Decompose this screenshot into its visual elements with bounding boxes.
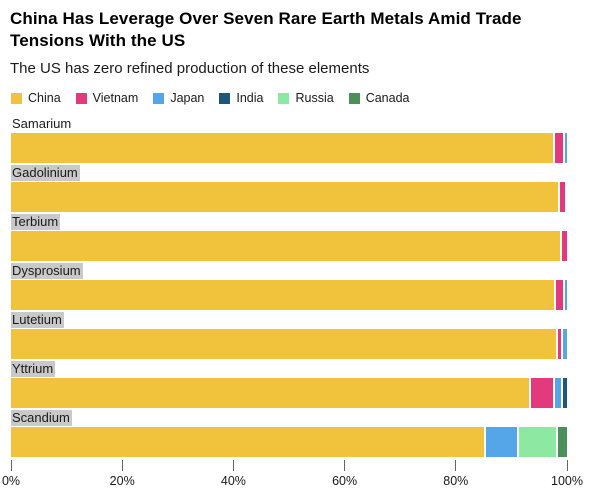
category-label: Samarium	[12, 116, 72, 131]
axis-tick-label: 60%	[332, 474, 358, 488]
bar-segment-japan	[483, 427, 517, 457]
legend-swatch-icon	[11, 92, 22, 104]
x-axis: 0% 20% 40% 60% 80% 100%	[2, 460, 583, 494]
stacked-bar	[11, 329, 567, 359]
bar-segment-vietnam	[554, 280, 564, 310]
chart-title: China Has Leverage Over Seven Rare Earth…	[10, 9, 522, 50]
bar-segment-vietnam	[560, 231, 567, 261]
legend-swatch-icon	[153, 92, 165, 104]
bar-segment-india	[561, 378, 567, 408]
bar-segment-vietnam	[552, 133, 564, 163]
legend: China Vietnam Japan India Russia Canada	[11, 91, 590, 105]
legend-label: Russia	[295, 91, 334, 105]
bar-segment-china	[11, 231, 561, 261]
category-label: Yttrium	[11, 361, 56, 377]
bar-segment-japan	[564, 182, 567, 212]
bar-segment-japan	[563, 280, 567, 310]
bar-row-yttrium: Yttrium	[11, 360, 567, 408]
axis-tick-label: 40%	[220, 474, 246, 488]
legend-label: Vietnam	[92, 91, 139, 105]
axis-tick-mark	[455, 460, 457, 471]
legend-swatch-icon	[75, 92, 87, 104]
bar-segment-vietnam	[529, 378, 553, 408]
bar-segment-japan	[563, 133, 567, 163]
category-label: Lutetium	[11, 312, 64, 328]
axis-tick-label: 0%	[1, 474, 21, 488]
bar-segment-china	[11, 427, 484, 457]
bar-segment-russia	[516, 427, 556, 457]
stacked-bar	[11, 133, 567, 163]
bar-row-scandium: Scandium	[11, 409, 567, 457]
legend-item-china: China	[11, 91, 61, 105]
legend-label: India	[236, 91, 264, 105]
legend-item-canada: Canada	[348, 91, 410, 105]
bar-row-gadolinium: Gadolinium	[11, 164, 567, 212]
stacked-bar	[11, 231, 567, 261]
bar-segment-china	[11, 133, 553, 163]
bar-row-lutetium: Lutetium	[11, 311, 567, 359]
legend-label: China	[28, 91, 61, 105]
bar-segment-canada	[555, 427, 567, 457]
bar-row-samarium: Samarium	[11, 115, 567, 163]
bar-segment-japan	[560, 329, 567, 359]
bar-row-terbium: Terbium	[11, 213, 567, 261]
category-label: Scandium	[11, 410, 72, 426]
chart-subtitle: The US has zero refined production of th…	[10, 60, 370, 77]
bar-segment-china	[11, 329, 557, 359]
bar-rows: Samarium Gadolinium Terbium Dysprosium Lutet…	[11, 115, 567, 457]
category-label: Terbium	[11, 214, 61, 230]
legend-swatch-icon	[348, 92, 360, 104]
bar-segment-vietnam	[556, 329, 561, 359]
legend-item-japan: Japan	[153, 91, 204, 105]
axis-tick-mark	[566, 460, 568, 471]
stacked-bar	[11, 378, 567, 408]
axis-tick-label: 20%	[109, 474, 135, 488]
bar-segment-china	[11, 280, 555, 310]
axis-tick-mark	[10, 460, 12, 471]
stacked-bar	[11, 280, 567, 310]
legend-item-russia: Russia	[278, 91, 334, 105]
bar-segment-vietnam	[558, 182, 565, 212]
bar-segment-china	[11, 182, 559, 212]
axis-tick-label: 100%	[551, 474, 583, 488]
legend-item-india: India	[219, 91, 263, 105]
bar-segment-japan	[552, 378, 562, 408]
legend-swatch-icon	[278, 92, 290, 104]
axis-tick-mark	[344, 460, 346, 471]
axis-tick-mark	[121, 460, 123, 471]
stacked-bar	[11, 182, 567, 212]
legend-label: Japan	[170, 91, 205, 105]
axis-tick-mark	[232, 460, 234, 471]
category-label: Dysprosium	[11, 263, 83, 279]
legend-item-vietnam: Vietnam	[75, 91, 139, 105]
bar-segment-china	[11, 378, 530, 408]
bar-row-dysprosium: Dysprosium	[11, 262, 567, 310]
axis-tick-label: 80%	[443, 474, 469, 488]
legend-swatch-icon	[219, 92, 231, 104]
category-label: Gadolinium	[11, 165, 80, 181]
legend-label: Canada	[365, 91, 410, 105]
stacked-bar	[11, 427, 567, 457]
